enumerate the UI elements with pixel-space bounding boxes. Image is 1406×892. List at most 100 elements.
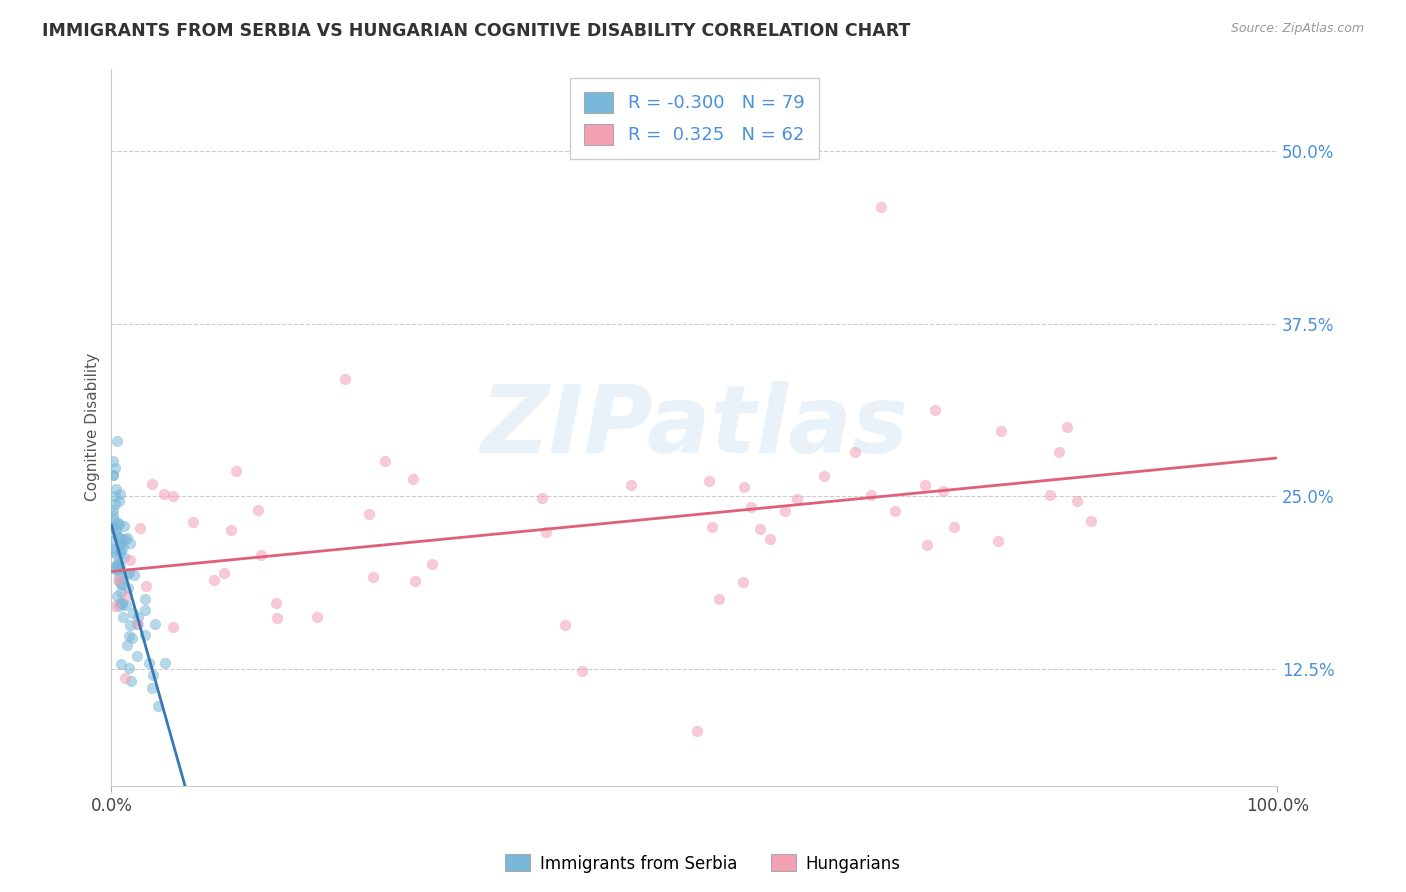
- Point: [554, 618, 576, 632]
- Point: [110, 657, 132, 671]
- Point: [110, 585, 132, 599]
- Point: [117, 582, 139, 596]
- Point: [134, 592, 156, 607]
- Point: [143, 616, 166, 631]
- Point: [115, 567, 138, 582]
- Point: [860, 488, 883, 502]
- Point: [107, 562, 129, 576]
- Point: [1066, 493, 1088, 508]
- Point: [104, 523, 127, 537]
- Text: ZIPatlas: ZIPatlas: [481, 382, 908, 474]
- Point: [108, 538, 131, 552]
- Point: [266, 611, 288, 625]
- Point: [264, 596, 287, 610]
- Point: [104, 489, 127, 503]
- Point: [697, 474, 720, 488]
- Point: [103, 513, 125, 527]
- Point: [105, 483, 128, 497]
- Point: [915, 538, 938, 552]
- Point: [162, 620, 184, 634]
- Point: [103, 545, 125, 559]
- Point: [110, 537, 132, 551]
- Point: [103, 542, 125, 557]
- Point: [813, 468, 835, 483]
- Point: [1080, 514, 1102, 528]
- Point: [249, 548, 271, 562]
- Point: [374, 454, 396, 468]
- Point: [101, 468, 124, 483]
- Point: [105, 434, 128, 449]
- Point: [104, 460, 127, 475]
- Point: [120, 617, 142, 632]
- Point: [749, 522, 772, 536]
- Point: [107, 573, 129, 587]
- Point: [305, 610, 328, 624]
- Point: [422, 558, 444, 572]
- Legend: R = -0.300   N = 79, R =  0.325   N = 62: R = -0.300 N = 79, R = 0.325 N = 62: [569, 78, 818, 159]
- Point: [101, 519, 124, 533]
- Point: [103, 508, 125, 522]
- Point: [141, 681, 163, 695]
- Point: [138, 656, 160, 670]
- Point: [943, 520, 966, 534]
- Point: [112, 541, 135, 555]
- Legend: Immigrants from Serbia, Hungarians: Immigrants from Serbia, Hungarians: [499, 847, 907, 880]
- Point: [733, 480, 755, 494]
- Point: [111, 610, 134, 624]
- Point: [225, 464, 247, 478]
- Point: [122, 567, 145, 582]
- Point: [932, 484, 955, 499]
- Point: [125, 617, 148, 632]
- Point: [700, 520, 723, 534]
- Point: [110, 542, 132, 557]
- Point: [990, 424, 1012, 438]
- Point: [110, 575, 132, 590]
- Point: [141, 476, 163, 491]
- Point: [117, 638, 139, 652]
- Point: [128, 521, 150, 535]
- Point: [148, 698, 170, 713]
- Point: [740, 500, 762, 515]
- Point: [219, 523, 242, 537]
- Point: [101, 534, 124, 549]
- Point: [108, 516, 131, 531]
- Point: [107, 564, 129, 578]
- Point: [104, 523, 127, 537]
- Point: [135, 579, 157, 593]
- Point: [246, 502, 269, 516]
- Point: [202, 573, 225, 587]
- Y-axis label: Cognitive Disability: Cognitive Disability: [86, 353, 100, 501]
- Point: [111, 597, 134, 611]
- Point: [112, 518, 135, 533]
- Point: [111, 578, 134, 592]
- Point: [108, 548, 131, 562]
- Point: [101, 468, 124, 483]
- Point: [115, 599, 138, 613]
- Point: [759, 532, 782, 546]
- Point: [111, 532, 134, 546]
- Point: [870, 200, 893, 214]
- Point: [101, 560, 124, 574]
- Point: [733, 575, 755, 590]
- Point: [685, 723, 707, 738]
- Point: [212, 566, 235, 581]
- Point: [110, 574, 132, 588]
- Point: [111, 596, 134, 610]
- Point: [924, 403, 946, 417]
- Point: [402, 471, 425, 485]
- Point: [114, 671, 136, 685]
- Point: [707, 592, 730, 607]
- Point: [153, 486, 176, 500]
- Point: [127, 617, 149, 632]
- Point: [571, 665, 593, 679]
- Text: Source: ZipAtlas.com: Source: ZipAtlas.com: [1230, 22, 1364, 36]
- Point: [357, 507, 380, 521]
- Point: [531, 491, 554, 505]
- Point: [115, 588, 138, 602]
- Point: [786, 492, 808, 507]
- Point: [108, 486, 131, 500]
- Point: [127, 609, 149, 624]
- Point: [118, 661, 141, 675]
- Point: [1056, 420, 1078, 434]
- Point: [101, 454, 124, 468]
